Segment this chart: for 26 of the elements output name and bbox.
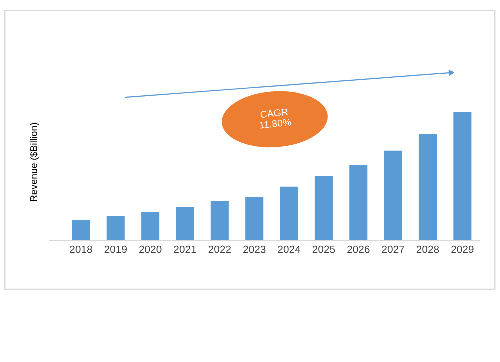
x-tick-label: 2029 <box>452 246 474 254</box>
bar <box>384 150 402 241</box>
x-tick-label: 2028 <box>416 246 440 254</box>
bar <box>246 197 264 241</box>
bar <box>454 112 472 241</box>
x-tick-label: 2023 <box>244 246 266 254</box>
x-tick-label: 2020 <box>140 246 162 254</box>
x-tick-label: 2019 <box>104 246 127 254</box>
bar <box>176 207 194 241</box>
x-tick-label: 2024 <box>278 246 301 254</box>
bar <box>72 220 90 241</box>
bar <box>210 200 229 241</box>
x-tick-label: 2027 <box>382 246 404 254</box>
bar <box>350 165 368 241</box>
x-tick-label: 2018 <box>70 246 92 254</box>
x-tick-label: 2025 <box>312 246 336 254</box>
x-tick-label: 2022 <box>208 246 231 254</box>
bar <box>418 134 437 241</box>
bar <box>106 216 125 241</box>
y-axis-title: Revenue ($Billion) <box>30 123 40 202</box>
bar <box>314 176 333 241</box>
bar <box>280 186 298 241</box>
x-tick-label: 2026 <box>348 246 370 254</box>
x-tick-label: 2021 <box>174 246 196 254</box>
annotation: CAGR 11.80% <box>260 108 292 129</box>
bar <box>142 212 160 241</box>
